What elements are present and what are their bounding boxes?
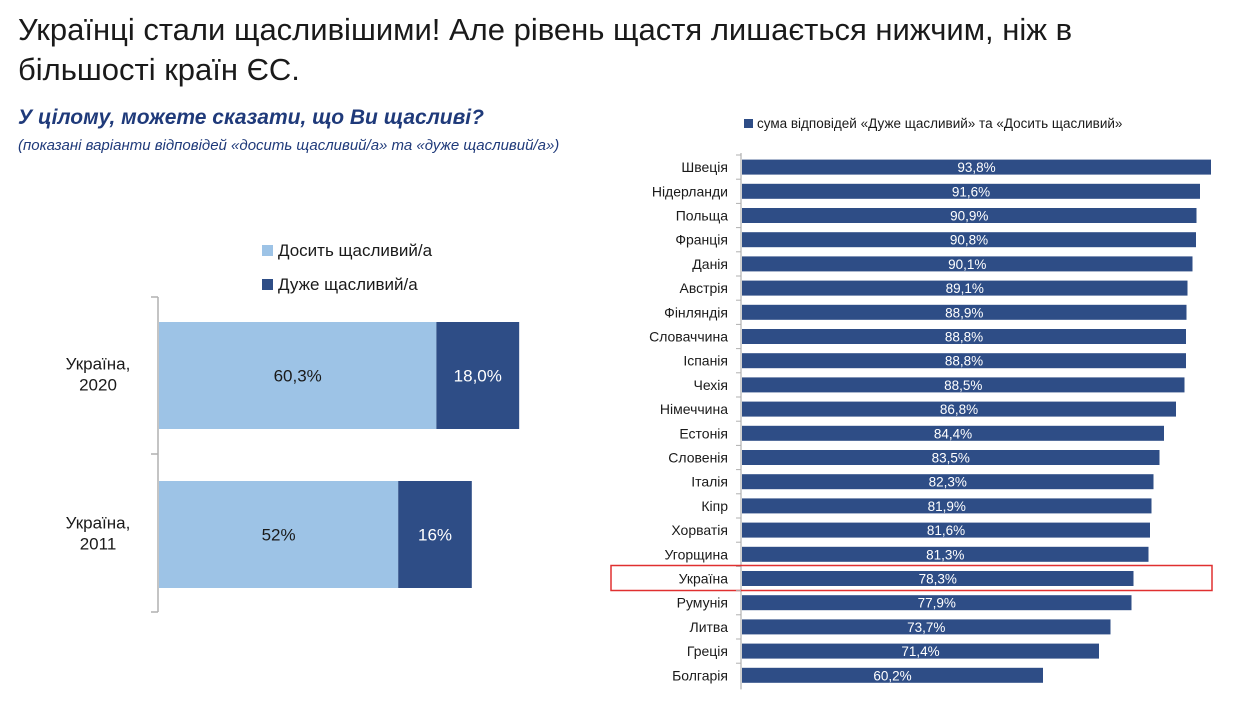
bar xyxy=(742,571,1134,586)
legend-label: сума відповідей «Дуже щасливий» та «Доси… xyxy=(757,116,1122,131)
data-label-2-1: 52% xyxy=(262,526,296,545)
country-label: Естонія xyxy=(679,425,728,441)
data-label: 73,7% xyxy=(907,620,945,635)
bar xyxy=(742,619,1111,635)
country-label: Угорщина xyxy=(665,546,729,562)
bar xyxy=(742,595,1132,611)
bar xyxy=(742,159,1211,175)
bar xyxy=(742,232,1196,248)
data-label: 83,5% xyxy=(932,451,970,466)
country-label: Італія xyxy=(691,474,728,490)
survey-question: У цілому, можете сказати, що Ви щасливі? xyxy=(18,106,484,129)
bar-segment-2-2 xyxy=(398,481,472,588)
bar-segment-2-1 xyxy=(159,481,399,588)
bar xyxy=(742,256,1193,272)
country-label: Іспанія xyxy=(683,353,728,369)
bar xyxy=(742,329,1186,344)
data-label: 90,9% xyxy=(950,209,988,224)
bar xyxy=(742,377,1185,393)
country-label: Франція xyxy=(675,232,728,248)
data-label: 93,8% xyxy=(957,160,995,175)
category-label-2: Україна, 2011 xyxy=(66,514,131,554)
data-label: 86,8% xyxy=(940,402,978,417)
country-label: Словаччина xyxy=(649,329,728,345)
data-label: 88,8% xyxy=(945,354,983,369)
bar-segment-1-2 xyxy=(436,322,520,429)
data-label: 77,9% xyxy=(918,596,956,611)
country-label: Кіпр xyxy=(701,498,728,514)
country-label: Польща xyxy=(676,208,729,224)
country-label: Словенія xyxy=(668,450,728,466)
data-label: 91,6% xyxy=(952,184,990,199)
data-label: 78,3% xyxy=(919,572,957,587)
survey-note: (показані варіанти відповідей «досить ща… xyxy=(18,137,560,154)
legend-swatch xyxy=(744,119,753,128)
bar xyxy=(742,425,1164,441)
bar xyxy=(742,643,1099,659)
data-label: 71,4% xyxy=(901,644,939,659)
data-label: 88,8% xyxy=(945,330,983,345)
bar-segment-1-1 xyxy=(159,322,437,429)
country-label: Данія xyxy=(692,256,728,272)
data-label: 88,5% xyxy=(944,378,982,393)
bar xyxy=(742,304,1187,320)
country-label: Україна xyxy=(679,571,729,587)
legend-swatch-1 xyxy=(262,245,273,256)
bar xyxy=(742,280,1188,296)
country-label: Німеччина xyxy=(660,401,728,417)
data-label: 82,3% xyxy=(929,475,967,490)
bar xyxy=(742,353,1186,369)
bar xyxy=(742,183,1200,199)
country-label: Хорватія xyxy=(671,522,728,538)
country-label: Австрія xyxy=(679,280,728,296)
legend-label-2: Дуже щасливий/а xyxy=(278,275,418,294)
country-label: Греція xyxy=(687,643,728,659)
legend-swatch-2 xyxy=(262,279,273,290)
bar xyxy=(742,498,1152,514)
bar xyxy=(742,522,1150,538)
data-label: 81,3% xyxy=(926,547,964,562)
data-label-1-2: 18,0% xyxy=(454,367,502,386)
data-label: 90,1% xyxy=(948,257,986,272)
country-label: Нідерланди xyxy=(652,183,728,199)
data-label: 81,6% xyxy=(927,523,965,538)
data-label-1-1: 60,3% xyxy=(274,367,322,386)
data-label: 90,8% xyxy=(950,233,988,248)
country-label: Литва xyxy=(690,619,729,635)
country-label: Болгарія xyxy=(672,667,728,683)
bar xyxy=(742,450,1160,465)
legend-label-1: Досить щасливий/а xyxy=(278,241,433,260)
stacked-bar-chart-ukraine: Досить щасливий/а Дуже щасливий/а Україна,… xyxy=(66,241,520,613)
bar xyxy=(742,546,1149,562)
data-label: 60,2% xyxy=(873,668,911,683)
country-label: Румунія xyxy=(677,595,728,611)
bar xyxy=(742,474,1154,490)
data-label: 84,4% xyxy=(934,426,972,441)
page-title-line-2: більшості країн ЄС. xyxy=(18,52,300,87)
bar xyxy=(742,667,1043,683)
data-label: 81,9% xyxy=(928,499,966,514)
page-title: Українці стали щасливішими! Але рівень щ… xyxy=(18,10,1218,90)
bar xyxy=(742,208,1197,223)
bar xyxy=(742,401,1176,417)
page-title-line-1: Українці стали щасливішими! Але рівень щ… xyxy=(18,12,1073,47)
category-label-1: Україна, 2020 xyxy=(66,355,131,395)
highlight-box xyxy=(610,564,1213,592)
country-label: Фінляндія xyxy=(664,304,728,320)
data-label: 88,9% xyxy=(945,305,983,320)
data-label: 89,1% xyxy=(946,281,984,296)
country-label: Швеція xyxy=(681,159,728,175)
country-label: Чехія xyxy=(693,377,728,393)
data-label-2-2: 16% xyxy=(418,526,452,545)
